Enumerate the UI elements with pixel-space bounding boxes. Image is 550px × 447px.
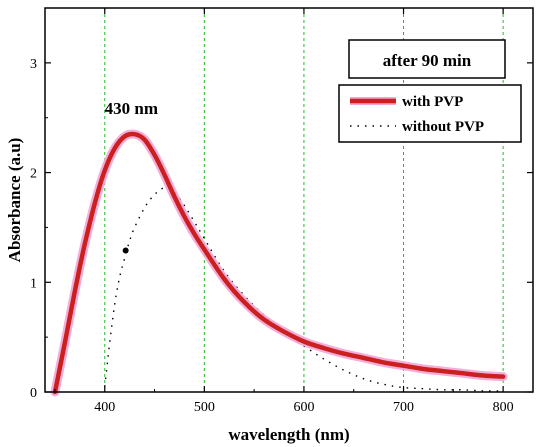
annotation-box: after 90 min [348,39,506,79]
x-tick-label-700: 700 [393,400,414,415]
series-line-without-pvp [104,187,504,392]
x-tick-label-800: 800 [493,400,514,415]
x-tick-label-600: 600 [293,400,314,415]
y-tick-label-2: 2 [30,167,37,182]
x-axis-title: wavelength (nm) [228,425,349,444]
x-tick-label-500: 500 [194,400,215,415]
plot-frame [44,7,534,393]
y-tick-label-1: 1 [30,276,37,291]
series-line-with-pvp [52,131,506,395]
annotation-box-border [348,39,506,79]
annotation-box-text: after 90 min [383,51,472,70]
legend-label-without-pvp: without PVP [402,119,484,135]
y-tick-label-3: 3 [30,57,37,72]
x-tick-label-400: 400 [94,400,115,415]
peak-label: 430 nm [105,99,158,118]
y-axis-title: Absorbance (a.u) [5,138,24,263]
ticks-layer: 400 500 600 700 800 0 1 2 3 [30,8,533,415]
legend-label-with-pvp: with PVP [402,94,463,110]
series-glow-with-pvp [50,129,508,397]
y-tick-label-0: 0 [30,386,37,401]
grid-layer [104,8,504,392]
legend-border [338,84,522,143]
legend: with PVP without PVP [338,84,522,143]
marker-point [122,247,129,254]
series-layer [50,129,508,397]
